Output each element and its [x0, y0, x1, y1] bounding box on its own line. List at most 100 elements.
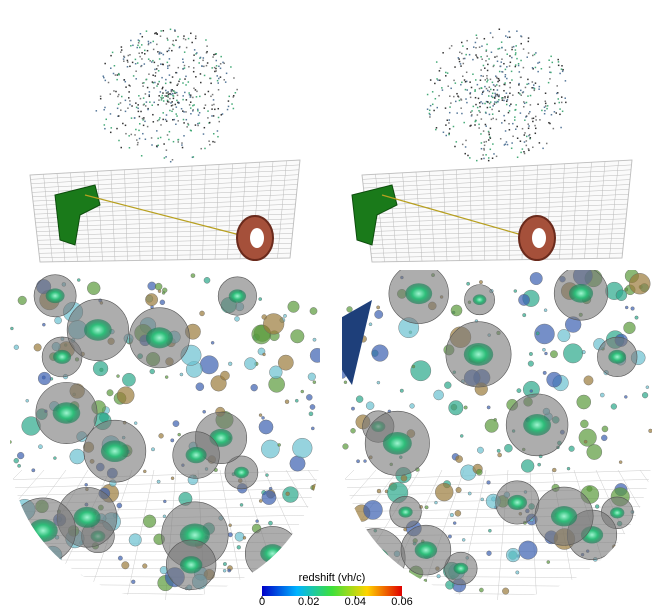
particle: [497, 101, 499, 103]
galaxy: [552, 468, 556, 472]
particle: [166, 114, 168, 116]
particle: [532, 121, 534, 123]
particle: [167, 95, 169, 97]
galaxy: [158, 290, 161, 293]
particle: [190, 96, 192, 98]
particle: [160, 30, 162, 32]
particle: [227, 109, 229, 111]
particle: [528, 128, 530, 130]
particle: [523, 91, 525, 93]
particle: [474, 90, 476, 92]
galaxy: [479, 280, 482, 283]
particle: [161, 99, 163, 101]
particle: [486, 55, 488, 57]
particle: [484, 141, 486, 143]
particle: [532, 147, 534, 149]
particle: [172, 108, 174, 110]
halo-core: [101, 440, 129, 462]
particle: [155, 72, 157, 74]
particle: [129, 100, 131, 102]
particle: [198, 62, 200, 64]
galaxy: [229, 524, 232, 527]
particle: [139, 47, 141, 49]
particle: [170, 102, 172, 104]
particle: [171, 111, 173, 113]
particle: [539, 62, 541, 64]
particle: [123, 58, 125, 60]
particle: [223, 63, 225, 65]
galaxy: [547, 372, 562, 387]
particle: [190, 113, 192, 115]
particle: [535, 128, 537, 130]
particle: [508, 112, 510, 114]
particle: [472, 73, 474, 75]
particle: [210, 78, 212, 80]
particle: [170, 161, 172, 163]
particle: [471, 110, 473, 112]
particle: [131, 105, 133, 107]
particle: [213, 115, 215, 117]
particle: [217, 136, 219, 138]
particle: [493, 84, 495, 86]
particle: [204, 75, 206, 77]
particle: [520, 152, 522, 154]
particle: [535, 82, 537, 84]
particle: [203, 133, 205, 135]
particle: [169, 65, 171, 67]
particle: [167, 134, 169, 136]
particle: [524, 141, 526, 143]
particle: [558, 61, 560, 63]
particle: [454, 146, 456, 148]
galaxy: [624, 288, 628, 292]
particle: [486, 75, 488, 77]
galaxy: [55, 317, 62, 324]
particle: [228, 96, 230, 98]
particle: [138, 52, 140, 54]
galaxy: [143, 470, 146, 473]
particle: [206, 45, 208, 47]
particle: [131, 117, 133, 119]
particle: [204, 148, 206, 150]
particle: [554, 111, 556, 113]
particle: [158, 81, 160, 83]
galaxy: [235, 316, 240, 321]
particle: [505, 143, 507, 145]
particle: [157, 65, 159, 67]
particle: [561, 68, 563, 70]
galaxy: [204, 277, 210, 283]
particle: [449, 48, 451, 50]
particle: [235, 92, 237, 94]
particle: [128, 135, 130, 137]
particle: [190, 130, 192, 132]
particle: [181, 142, 183, 144]
galaxy: [411, 361, 431, 381]
particle: [165, 156, 167, 158]
galaxy: [629, 550, 640, 561]
particle: [489, 91, 491, 93]
particle: [457, 95, 459, 97]
particle: [178, 141, 180, 143]
particle: [534, 90, 536, 92]
particle: [479, 112, 481, 114]
particle: [480, 75, 482, 77]
particle: [204, 94, 206, 96]
particle: [491, 52, 493, 54]
particle: [548, 122, 550, 124]
galaxy: [93, 361, 108, 376]
particle: [100, 96, 102, 98]
particle: [433, 110, 435, 112]
particle: [233, 108, 235, 110]
particle: [512, 94, 514, 96]
galaxy: [544, 352, 547, 355]
particle: [117, 96, 119, 98]
particle: [183, 38, 185, 40]
particle: [118, 94, 120, 96]
particle: [476, 56, 478, 58]
particle: [217, 82, 219, 84]
halo-core: [186, 447, 207, 463]
particle: [182, 82, 184, 84]
particle: [456, 93, 458, 95]
particle: [562, 111, 564, 113]
particle: [233, 77, 235, 79]
particle: [147, 126, 149, 128]
